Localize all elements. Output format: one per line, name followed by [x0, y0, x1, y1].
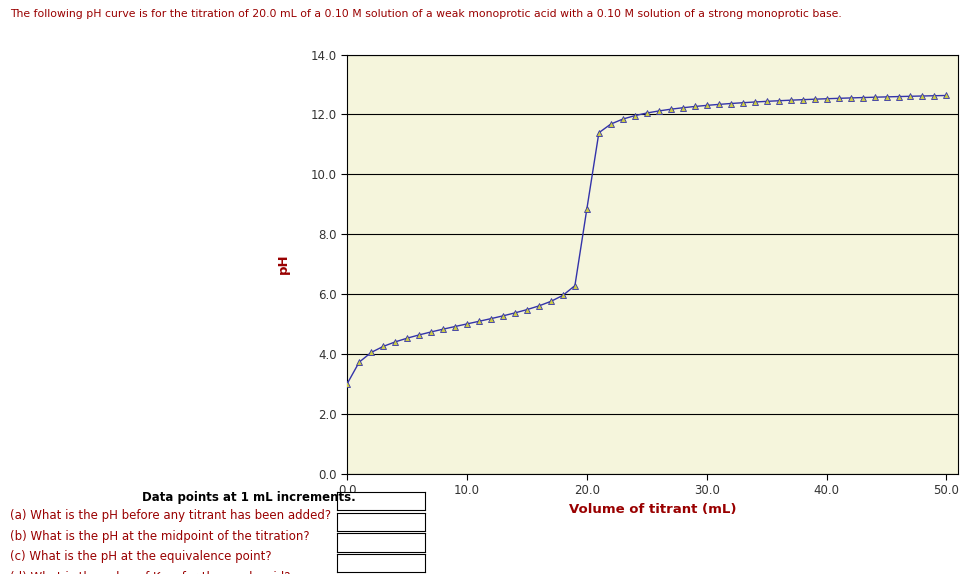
Text: (d) What is the value of K: (d) What is the value of K — [10, 571, 160, 574]
Text: for the weak acid?: for the weak acid? — [178, 571, 290, 574]
Text: The following pH curve is for the titration of 20.0 mL of a 0.10 M solution of a: The following pH curve is for the titrat… — [10, 9, 840, 18]
Text: (b) What is the pH at the midpoint of the titration?: (b) What is the pH at the midpoint of th… — [10, 530, 309, 543]
X-axis label: Volume of titrant (mL): Volume of titrant (mL) — [569, 502, 736, 515]
Text: (a) What is the pH before any titrant has been added?: (a) What is the pH before any titrant ha… — [10, 509, 330, 522]
Text: Data points at 1 mL increments.: Data points at 1 mL increments. — [142, 491, 356, 504]
Text: (c) What is the pH at the equivalence point?: (c) What is the pH at the equivalence po… — [10, 550, 272, 564]
Y-axis label: pH: pH — [276, 254, 289, 274]
